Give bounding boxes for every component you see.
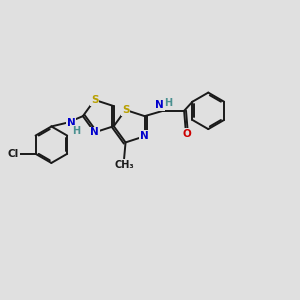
Text: N: N [67, 118, 76, 128]
Text: O: O [183, 129, 191, 139]
Text: Cl: Cl [8, 149, 19, 159]
Text: N: N [90, 128, 99, 137]
Text: CH₃: CH₃ [114, 160, 134, 170]
Text: S: S [91, 95, 98, 105]
Text: H: H [164, 98, 172, 109]
Text: S: S [122, 105, 129, 115]
Text: N: N [140, 131, 149, 141]
Text: H: H [72, 126, 80, 136]
Text: N: N [155, 100, 164, 110]
